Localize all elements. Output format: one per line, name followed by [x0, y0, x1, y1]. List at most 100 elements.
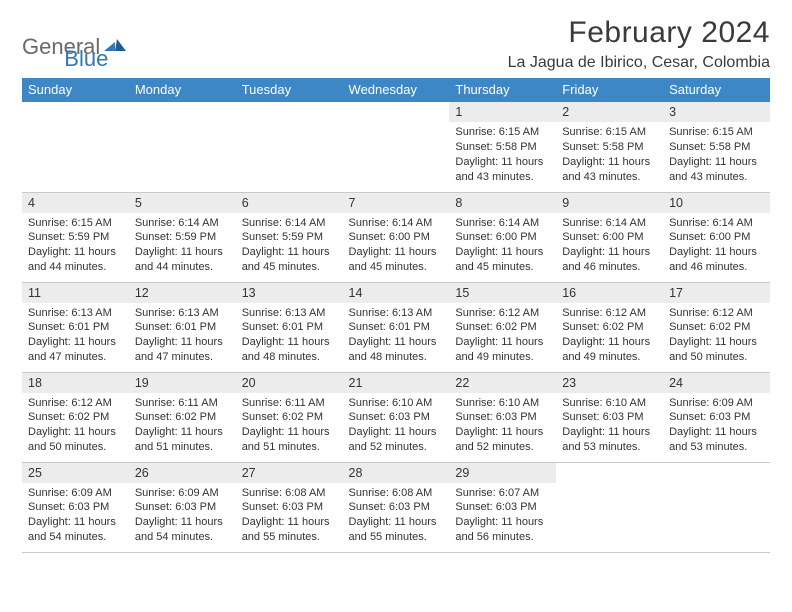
sunset-text: Sunset: 6:01 PM	[349, 320, 444, 335]
sunrise-text: Sunrise: 6:15 AM	[455, 125, 550, 140]
weekday-header: Wednesday	[343, 78, 450, 102]
day-details: Sunrise: 6:13 AMSunset: 6:01 PMDaylight:…	[236, 303, 343, 369]
daylight-text: Daylight: 11 hours and 53 minutes.	[562, 425, 657, 455]
day-number: 6	[236, 193, 343, 213]
calendar-day-cell	[129, 102, 236, 192]
calendar-day-cell: 11Sunrise: 6:13 AMSunset: 6:01 PMDayligh…	[22, 282, 129, 372]
day-details: Sunrise: 6:09 AMSunset: 6:03 PMDaylight:…	[129, 483, 236, 549]
sunrise-text: Sunrise: 6:10 AM	[349, 396, 444, 411]
sunset-text: Sunset: 6:02 PM	[135, 410, 230, 425]
sunset-text: Sunset: 6:03 PM	[669, 410, 764, 425]
sunset-text: Sunset: 6:03 PM	[349, 500, 444, 515]
sunset-text: Sunset: 5:59 PM	[242, 230, 337, 245]
daylight-text: Daylight: 11 hours and 43 minutes.	[669, 155, 764, 185]
weekday-header: Saturday	[663, 78, 770, 102]
calendar-day-cell: 1Sunrise: 6:15 AMSunset: 5:58 PMDaylight…	[449, 102, 556, 192]
daylight-text: Daylight: 11 hours and 46 minutes.	[669, 245, 764, 275]
sunrise-text: Sunrise: 6:09 AM	[28, 486, 123, 501]
sunset-text: Sunset: 5:59 PM	[135, 230, 230, 245]
sunrise-text: Sunrise: 6:15 AM	[28, 216, 123, 231]
calendar-day-cell: 2 Sunrise: 6:15 AMSunset: 5:58 PMDaylight…	[556, 102, 663, 192]
day-details: Sunrise: 6:13 AMSunset: 6:01 PMDaylight:…	[129, 303, 236, 369]
day-details: Sunrise: 6:10 AMSunset: 6:03 PMDaylight:…	[449, 393, 556, 459]
calendar-week-row: 25Sunrise: 6:09 AMSunset: 6:03 PMDayligh…	[22, 462, 770, 552]
calendar-page: General Blue February 2024 La Jagua de I…	[0, 0, 792, 612]
day-details: Sunrise: 6:14 AMSunset: 5:59 PMDaylight:…	[129, 213, 236, 279]
sunrise-text: Sunrise: 6:08 AM	[242, 486, 337, 501]
sunset-text: Sunset: 5:58 PM	[562, 140, 657, 155]
weekday-header: Thursday	[449, 78, 556, 102]
day-number: 8	[449, 193, 556, 213]
day-number: 17	[663, 283, 770, 303]
sunset-text: Sunset: 5:58 PM	[669, 140, 764, 155]
sunrise-text: Sunrise: 6:15 AM	[669, 125, 764, 140]
location-subtitle: La Jagua de Ibirico, Cesar, Colombia	[508, 54, 770, 72]
calendar-day-cell	[236, 102, 343, 192]
day-details	[556, 469, 663, 476]
sunrise-text: Sunrise: 6:14 AM	[135, 216, 230, 231]
daylight-text: Daylight: 11 hours and 55 minutes.	[242, 515, 337, 545]
sunrise-text: Sunrise: 6:15 AM	[562, 125, 657, 140]
day-number: 10	[663, 193, 770, 213]
day-details	[663, 469, 770, 476]
calendar-day-cell	[22, 102, 129, 192]
calendar-day-cell: 13Sunrise: 6:13 AMSunset: 6:01 PMDayligh…	[236, 282, 343, 372]
day-number: 19	[129, 373, 236, 393]
daylight-text: Daylight: 11 hours and 45 minutes.	[242, 245, 337, 275]
sunset-text: Sunset: 6:03 PM	[242, 500, 337, 515]
day-details	[343, 108, 450, 115]
sunset-text: Sunset: 5:59 PM	[28, 230, 123, 245]
sunrise-text: Sunrise: 6:11 AM	[135, 396, 230, 411]
sunset-text: Sunset: 6:03 PM	[455, 500, 550, 515]
daylight-text: Daylight: 11 hours and 47 minutes.	[28, 335, 123, 365]
day-details: Sunrise: 6:13 AMSunset: 6:01 PMDaylight:…	[22, 303, 129, 369]
daylight-text: Daylight: 11 hours and 49 minutes.	[562, 335, 657, 365]
day-number: 9	[556, 193, 663, 213]
daylight-text: Daylight: 11 hours and 52 minutes.	[349, 425, 444, 455]
daylight-text: Daylight: 11 hours and 50 minutes.	[669, 335, 764, 365]
day-details: Sunrise: 6:14 AMSunset: 5:59 PMDaylight:…	[236, 213, 343, 279]
weekday-header: Monday	[129, 78, 236, 102]
daylight-text: Daylight: 11 hours and 47 minutes.	[135, 335, 230, 365]
day-number: 15	[449, 283, 556, 303]
day-details: Sunrise: 6:14 AMSunset: 6:00 PMDaylight:…	[556, 213, 663, 279]
daylight-text: Daylight: 11 hours and 55 minutes.	[349, 515, 444, 545]
daylight-text: Daylight: 11 hours and 50 minutes.	[28, 425, 123, 455]
day-details: Sunrise: 6:11 AMSunset: 6:02 PMDaylight:…	[129, 393, 236, 459]
sunset-text: Sunset: 6:03 PM	[349, 410, 444, 425]
day-number: 22	[449, 373, 556, 393]
day-number: 1	[449, 102, 556, 122]
daylight-text: Daylight: 11 hours and 43 minutes.	[562, 155, 657, 185]
calendar-week-row: 4Sunrise: 6:15 AMSunset: 5:59 PMDaylight…	[22, 192, 770, 282]
calendar-day-cell: 12Sunrise: 6:13 AMSunset: 6:01 PMDayligh…	[129, 282, 236, 372]
calendar-week-row: 1Sunrise: 6:15 AMSunset: 5:58 PMDaylight…	[22, 102, 770, 192]
daylight-text: Daylight: 11 hours and 45 minutes.	[455, 245, 550, 275]
sunset-text: Sunset: 6:00 PM	[669, 230, 764, 245]
sunrise-text: Sunrise: 6:10 AM	[455, 396, 550, 411]
daylight-text: Daylight: 11 hours and 51 minutes.	[242, 425, 337, 455]
weekday-header-row: Sunday Monday Tuesday Wednesday Thursday…	[22, 78, 770, 102]
month-title: February 2024	[508, 16, 770, 50]
sunset-text: Sunset: 6:02 PM	[562, 320, 657, 335]
day-details: Sunrise: 6:12 AMSunset: 6:02 PMDaylight:…	[449, 303, 556, 369]
day-number: 20	[236, 373, 343, 393]
weekday-header: Friday	[556, 78, 663, 102]
sunset-text: Sunset: 6:00 PM	[349, 230, 444, 245]
day-number: 5	[129, 193, 236, 213]
sunrise-text: Sunrise: 6:12 AM	[562, 306, 657, 321]
day-number: 3	[663, 102, 770, 122]
daylight-text: Daylight: 11 hours and 43 minutes.	[455, 155, 550, 185]
sunrise-text: Sunrise: 6:11 AM	[242, 396, 337, 411]
title-block: February 2024 La Jagua de Ibirico, Cesar…	[508, 16, 770, 72]
daylight-text: Daylight: 11 hours and 48 minutes.	[242, 335, 337, 365]
sunrise-text: Sunrise: 6:13 AM	[28, 306, 123, 321]
sunrise-text: Sunrise: 6:14 AM	[562, 216, 657, 231]
daylight-text: Daylight: 11 hours and 45 minutes.	[349, 245, 444, 275]
weekday-header: Sunday	[22, 78, 129, 102]
calendar-day-cell: 18Sunrise: 6:12 AMSunset: 6:02 PMDayligh…	[22, 372, 129, 462]
sunset-text: Sunset: 6:01 PM	[135, 320, 230, 335]
day-number: 2	[556, 102, 663, 122]
calendar-day-cell: 24Sunrise: 6:09 AMSunset: 6:03 PMDayligh…	[663, 372, 770, 462]
calendar-day-cell: 29Sunrise: 6:07 AMSunset: 6:03 PMDayligh…	[449, 462, 556, 552]
day-details: Sunrise: 6:14 AMSunset: 6:00 PMDaylight:…	[663, 213, 770, 279]
